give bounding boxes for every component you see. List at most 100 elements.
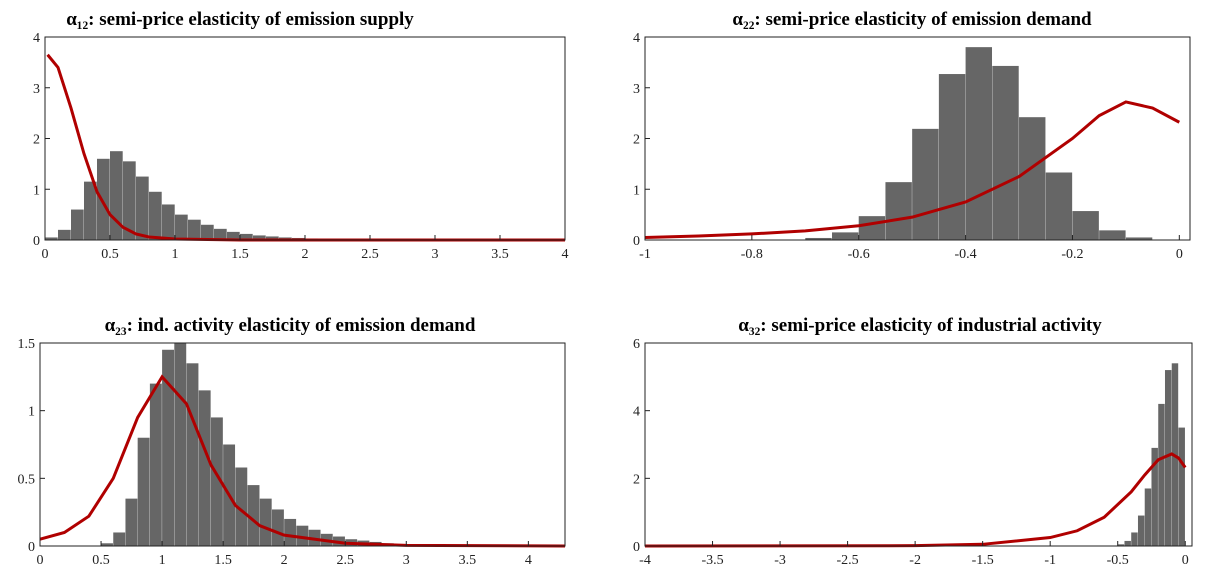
bar [149, 191, 162, 240]
y-tick-label: 0 [633, 540, 640, 555]
bar [1178, 427, 1185, 546]
bar [58, 229, 71, 240]
bar [214, 228, 227, 240]
bar [240, 233, 253, 240]
chart-title: α₃₂: semi-price elasticity of industrial… [738, 315, 1102, 336]
bar [125, 498, 138, 546]
x-tick-label: 4 [525, 553, 532, 568]
density-line [644, 452, 1187, 548]
y-tick-label: 0 [28, 540, 35, 555]
x-tick-label: 0 [37, 553, 44, 568]
x-tick-label: -0.8 [741, 247, 763, 262]
bar [174, 343, 187, 546]
x-tick-label: 2.5 [361, 247, 379, 262]
x-tick-label: -1.5 [972, 553, 994, 568]
x-tick-label: 0 [42, 247, 49, 262]
y-tick-label: 3 [633, 82, 640, 97]
y-tick-label: 2 [633, 133, 640, 148]
bar [210, 417, 223, 546]
x-tick-label: -0.2 [1061, 247, 1083, 262]
y-tick-label: 0.5 [18, 472, 36, 487]
bar [84, 181, 97, 240]
y-tick-label: 0 [633, 234, 640, 249]
x-tick-label: -0.5 [1107, 553, 1129, 568]
x-tick-label: -0.6 [848, 247, 870, 262]
bar [1131, 532, 1138, 546]
x-tick-label: 1 [172, 247, 179, 262]
bar [1124, 540, 1131, 546]
bar [912, 128, 939, 240]
bar [271, 509, 284, 546]
bar [858, 216, 886, 240]
bar [805, 237, 832, 240]
bar [296, 525, 309, 546]
y-tick-label: 4 [33, 31, 40, 46]
x-tick-label: 0 [1182, 553, 1189, 568]
x-tick-label: 4 [562, 247, 569, 262]
x-tick-label: 2 [302, 247, 309, 262]
bar [1164, 370, 1172, 546]
y-tick-label: 1 [28, 405, 35, 420]
chart-title: α₂₂: semi-price elasticity of emission d… [732, 9, 1092, 30]
x-tick-label: 3 [403, 553, 410, 568]
bar [188, 219, 201, 240]
bar [938, 74, 966, 240]
bar [137, 437, 150, 546]
bar [1158, 403, 1165, 546]
bar [1099, 230, 1126, 240]
axes-box [644, 342, 1193, 547]
bar [1137, 515, 1145, 546]
y-tick-label: 1 [633, 183, 640, 198]
bar [284, 518, 297, 546]
y-tick-label: 6 [633, 337, 640, 352]
bar [885, 182, 912, 240]
x-tick-label: -1 [639, 247, 651, 262]
bar [97, 158, 110, 240]
y-tick-label: 2 [633, 472, 640, 487]
bar [45, 237, 58, 240]
bar [123, 161, 136, 240]
bar [175, 214, 188, 240]
bar [965, 47, 993, 241]
bar [247, 485, 260, 546]
bar [1045, 172, 1073, 240]
x-tick-label: 3 [432, 247, 439, 262]
bar [1117, 544, 1125, 546]
bar [832, 232, 859, 240]
bar [253, 235, 266, 240]
bar [186, 363, 199, 546]
x-tick-label: 2 [281, 553, 288, 568]
x-tick-label: -1 [1044, 553, 1056, 568]
bar [992, 65, 1019, 241]
x-tick-label: 1.5 [231, 247, 249, 262]
x-tick-label: 2.5 [336, 553, 354, 568]
x-tick-label: 1.5 [214, 553, 232, 568]
y-tick-label: 1 [33, 183, 40, 198]
bar [201, 224, 214, 240]
bar [71, 209, 84, 240]
y-tick-label: 2 [33, 133, 40, 148]
bar [1019, 117, 1046, 240]
x-tick-label: -2 [909, 553, 921, 568]
x-tick-label: 1 [159, 553, 166, 568]
bar [162, 349, 175, 546]
chart-title: α₁₂: semi-price elasticity of emission s… [66, 9, 414, 30]
bar [149, 383, 162, 546]
bar [136, 176, 149, 240]
x-tick-label: 0.5 [92, 553, 110, 568]
x-tick-label: -2.5 [837, 553, 859, 568]
bar [1072, 211, 1099, 240]
y-tick-label: 0 [33, 234, 40, 249]
x-tick-label: -3 [774, 553, 786, 568]
bar [101, 543, 113, 546]
bar [162, 204, 175, 240]
density-line [39, 374, 566, 548]
axes-box [39, 342, 566, 547]
y-tick-label: 4 [633, 31, 640, 46]
x-tick-label: -0.4 [955, 247, 977, 262]
y-tick-label: 4 [633, 405, 640, 420]
bar [227, 231, 240, 240]
y-tick-label: 3 [33, 82, 40, 97]
bar [1125, 237, 1153, 240]
